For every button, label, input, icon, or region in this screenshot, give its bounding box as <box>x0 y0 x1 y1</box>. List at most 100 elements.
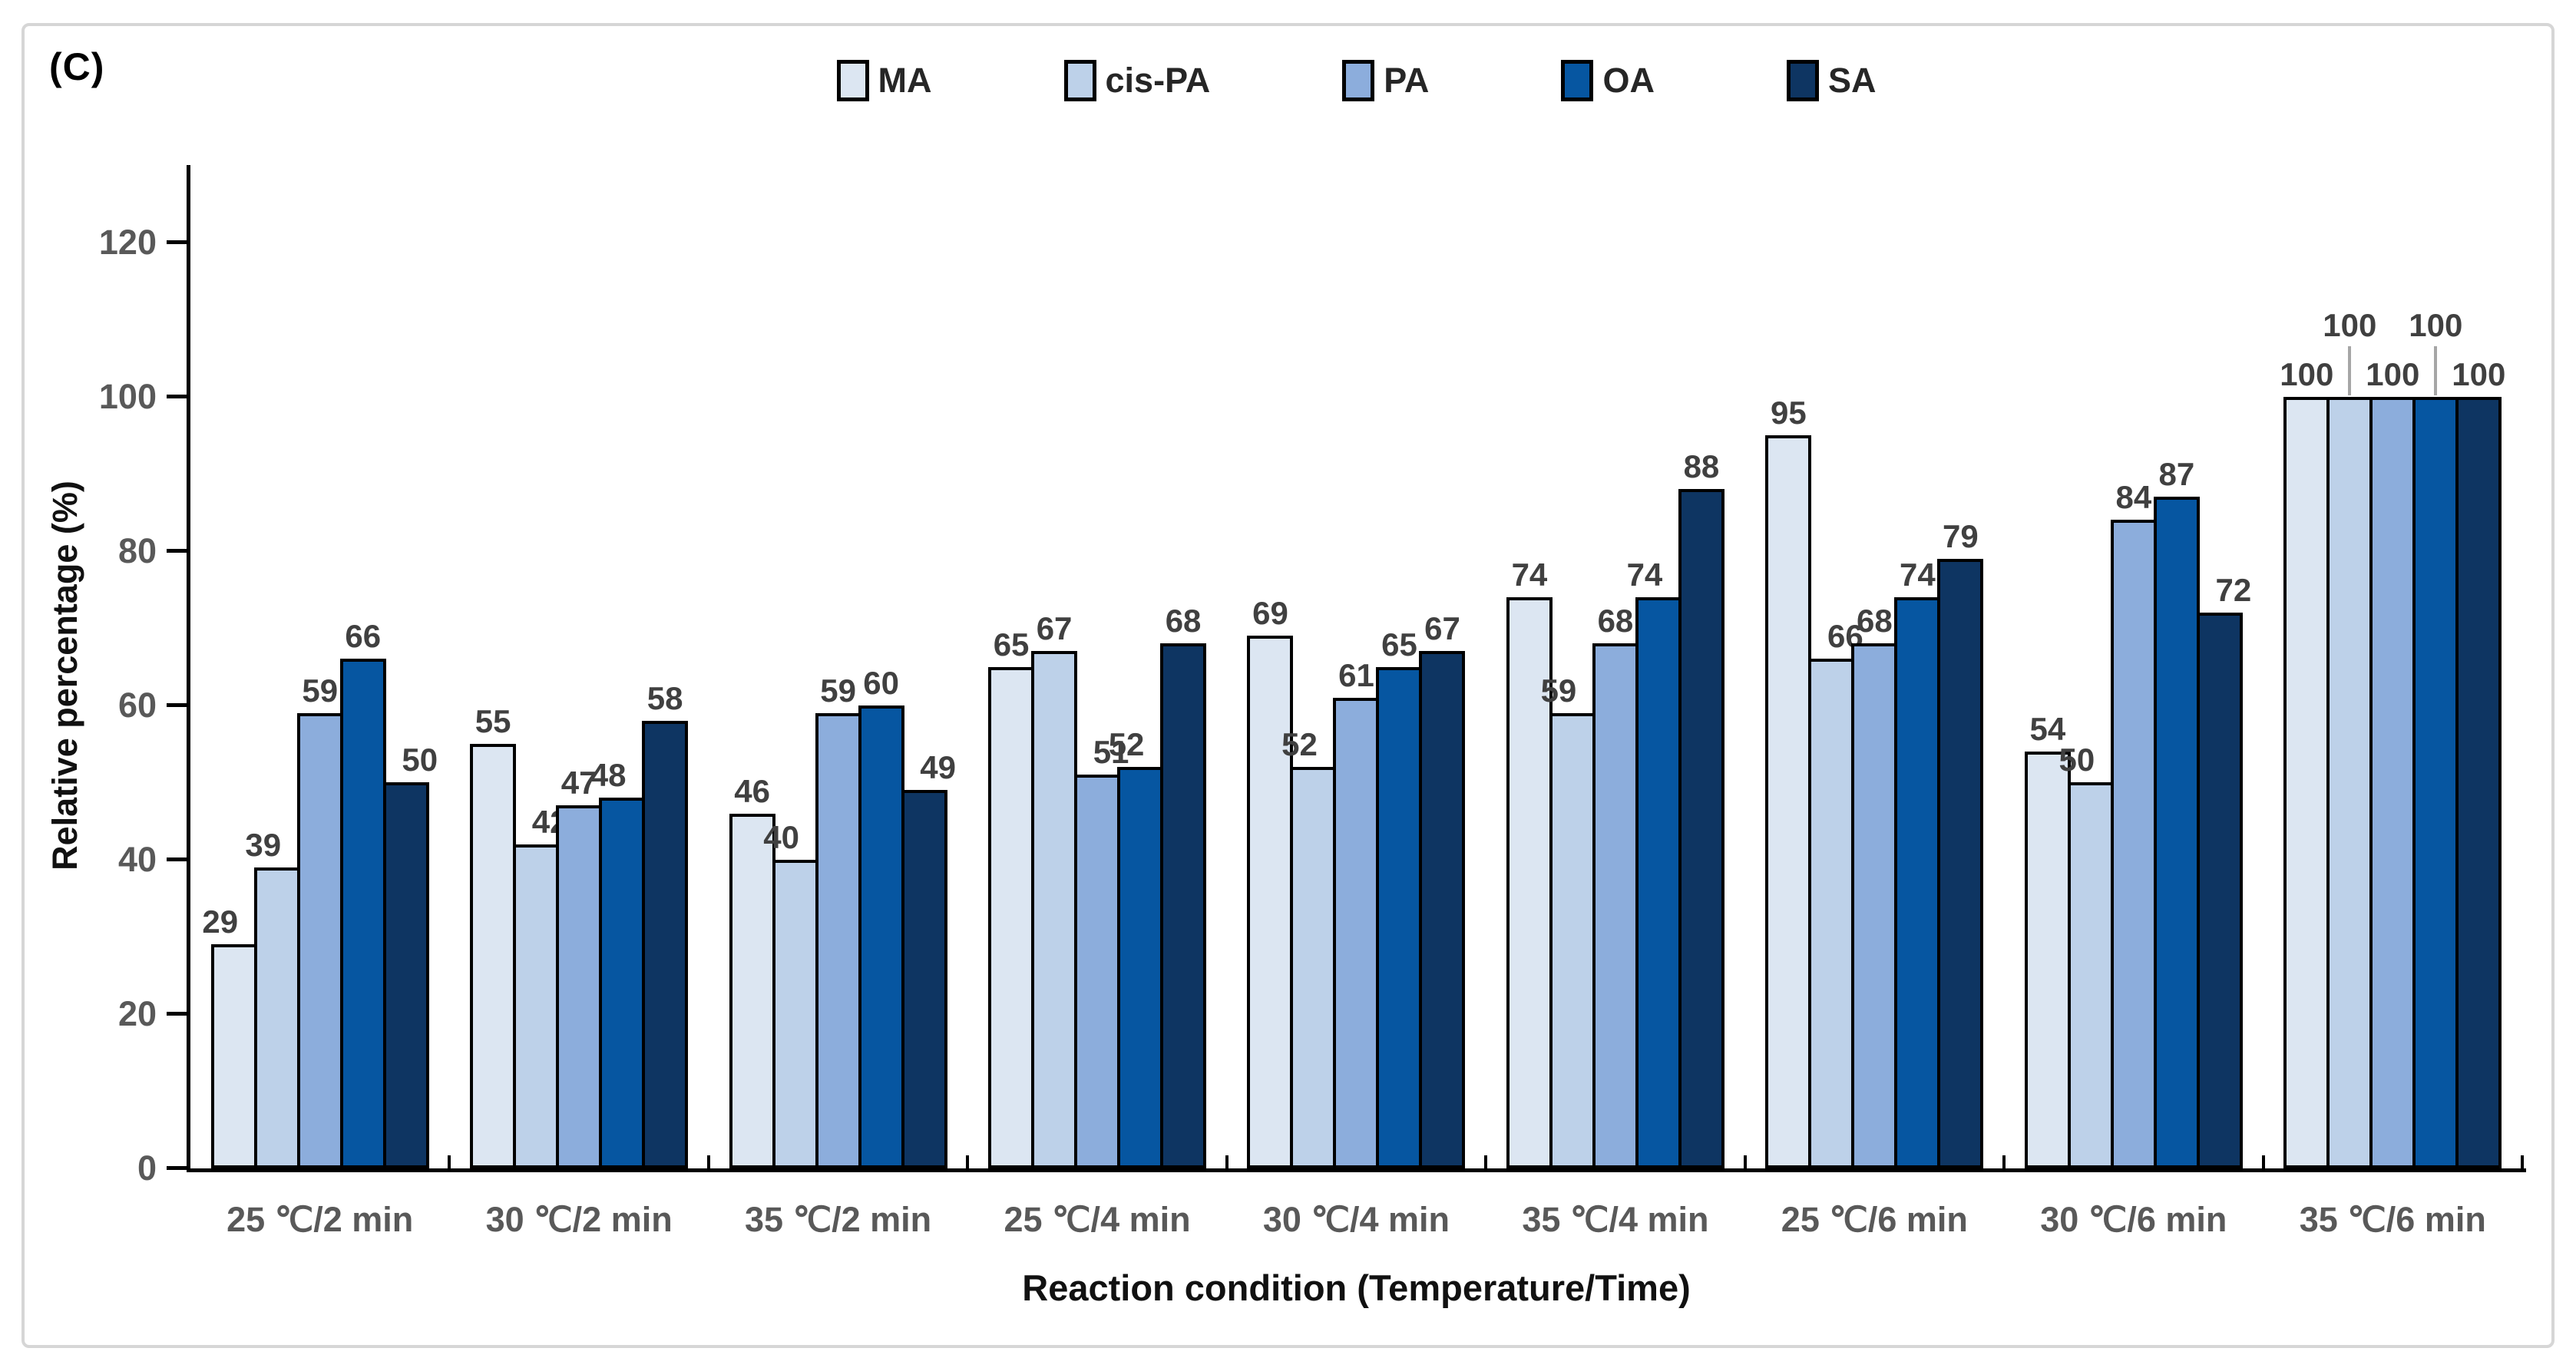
bar-MA-35-4-min: 74 <box>1506 559 1553 1168</box>
value-label-PA-25-4-min: 51 <box>1093 734 1129 771</box>
value-label-MA-30-2-min: 55 <box>475 703 511 740</box>
bar-cis-PA-35-6-min: 100 <box>2323 309 2376 1168</box>
bar-cis-PA-25-4-min: 67 <box>1031 613 1078 1168</box>
x-boundary-tick-7 <box>2002 1155 2006 1168</box>
bar-SA-25-4-min: 68 <box>1160 605 1207 1168</box>
x-boundary-tick-9 <box>2521 1155 2524 1168</box>
bar-PA-30-4-min: 61 <box>1333 659 1380 1168</box>
x-category-label-25-4-min: 25 ℃/4 min <box>1004 1200 1191 1239</box>
x-boundary-tick-2 <box>706 1155 710 1168</box>
value-label-SA-25-2-min: 50 <box>402 742 438 778</box>
value-label-PA-35-4-min: 68 <box>1597 603 1634 639</box>
y-tick-100 <box>167 394 187 398</box>
value-label-PA-30-4-min: 61 <box>1338 656 1374 693</box>
value-label-OA-30-6-min: 87 <box>2158 456 2195 493</box>
bar-PA-35-4-min: 68 <box>1592 605 1639 1168</box>
y-tick-label-100: 100 <box>98 376 157 416</box>
label-leader-line <box>2434 345 2438 395</box>
value-label-MA-35-2-min: 46 <box>734 772 770 809</box>
bar-group-35-4-min: 74 59 68 74 88 <box>1486 165 1744 1168</box>
y-tick-label-20: 20 <box>117 993 157 1033</box>
value-label-OA-35-4-min: 74 <box>1626 557 1663 593</box>
x-boundary-tick-4 <box>1225 1155 1228 1168</box>
bar-cis-PA-25-6-min: 66 <box>1808 620 1863 1168</box>
x-category-label-30-6-min: 30 ℃/6 min <box>2040 1200 2227 1239</box>
bar-SA-25-2-min: 50 <box>382 744 438 1168</box>
x-boundary-tick-6 <box>1743 1155 1747 1168</box>
x-axis-title: Reaction condition (Temperature/Time) <box>1022 1267 1691 1308</box>
bars-row-35-6-min: 100 100 100 100 100 <box>2264 165 2522 1168</box>
bar-group-30-4-min: 69 52 61 65 67 <box>1227 165 1486 1168</box>
value-label-MA-35-4-min: 74 <box>1511 557 1548 593</box>
bar-SA-30-6-min: 72 <box>2196 574 2251 1168</box>
x-category-label-35-4-min: 35 ℃/4 min <box>1522 1200 1709 1239</box>
bar-SA-35-4-min: 88 <box>1678 451 1724 1168</box>
x-category-label-25-2-min: 25 ℃/2 min <box>227 1200 414 1239</box>
value-label-MA-30-4-min: 69 <box>1252 595 1288 632</box>
bar-MA-30-6-min: 54 <box>2024 713 2071 1168</box>
bar-MA-35-2-min: 46 <box>729 775 775 1168</box>
value-label-SA-35-4-min: 88 <box>1683 448 1720 485</box>
y-tick-20 <box>167 1011 187 1016</box>
value-label-OA-25-6-min: 74 <box>1900 557 1936 593</box>
bar-SA-35-2-min: 49 <box>901 752 956 1168</box>
bars-row-25-6-min: 95 66 68 74 79 <box>1745 165 2004 1168</box>
bar-OA-30-2-min: 48 <box>590 759 646 1168</box>
y-tick-label-80: 80 <box>117 530 157 570</box>
y-tick-0 <box>167 1166 187 1170</box>
value-label-MA-25-4-min: 65 <box>993 626 1030 663</box>
bar-SA-30-4-min: 67 <box>1419 613 1466 1168</box>
bar-OA-35-2-min: 60 <box>858 666 904 1168</box>
bar-cis-PA-35-4-min: 59 <box>1541 674 1596 1168</box>
bar-cis-PA-30-6-min: 50 <box>2058 744 2114 1168</box>
value-label-SA-30-4-min: 67 <box>1424 610 1460 647</box>
value-label-cis-PA-30-4-min: 52 <box>1281 726 1318 763</box>
value-label-OA-30-2-min: 48 <box>590 757 627 794</box>
bar-cis-PA-30-2-min: 42 <box>513 805 568 1168</box>
value-label-PA-25-2-min: 59 <box>302 672 339 709</box>
bar-OA-30-4-min: 65 <box>1376 628 1423 1168</box>
x-boundary-tick-5 <box>1484 1155 1488 1168</box>
value-label-MA-25-2-min: 29 <box>202 904 239 940</box>
value-label-SA-25-6-min: 79 <box>1943 517 1979 554</box>
value-label-cis-PA-35-2-min: 40 <box>763 818 799 855</box>
y-tick-120 <box>167 240 187 244</box>
bar-OA-30-6-min: 87 <box>2153 458 2200 1168</box>
bar-PA-25-2-min: 59 <box>296 674 343 1168</box>
x-boundary-tick-1 <box>448 1155 451 1168</box>
bar-PA-35-6-min: 100 <box>2366 358 2419 1168</box>
legend-swatch-cis-PA <box>1063 60 1096 101</box>
bars-row-30-6-min: 54 50 84 87 72 <box>2004 165 2263 1168</box>
value-label-MA-25-6-min: 95 <box>1771 394 1807 431</box>
label-leader-line <box>2348 345 2352 395</box>
legend-item-SA: SA <box>1786 60 1877 101</box>
bar-SA-30-2-min: 58 <box>642 682 689 1168</box>
x-category-label-35-6-min: 35 ℃/6 min <box>2299 1200 2486 1239</box>
figure-frame: (C) MA cis-PA PA OA SA Relative percentage (… <box>21 23 2555 1348</box>
legend-item-PA: PA <box>1342 60 1429 101</box>
bar-MA-25-2-min: 29 <box>202 906 257 1168</box>
value-label-SA-30-2-min: 58 <box>646 679 683 716</box>
value-label-cis-PA-35-4-min: 59 <box>1540 672 1577 709</box>
bars-row-30-2-min: 55 42 47 48 58 <box>449 165 708 1168</box>
legend-item-MA: MA <box>836 60 932 101</box>
y-tick-40 <box>167 857 187 861</box>
value-label-OA-25-4-min: 52 <box>1108 726 1145 763</box>
value-label-SA-35-6-min: 100 <box>2452 355 2506 392</box>
value-label-PA-30-6-min: 84 <box>2115 479 2152 516</box>
bars-row-25-2-min: 29 39 59 66 50 <box>190 165 449 1168</box>
bar-SA-35-6-min: 100 <box>2452 358 2505 1168</box>
legend-swatch-OA <box>1561 60 1594 101</box>
bar-MA-25-6-min: 95 <box>1765 396 1812 1168</box>
bar-PA-25-4-min: 51 <box>1074 736 1129 1168</box>
bars-row-25-4-min: 65 67 51 52 68 <box>967 165 1226 1168</box>
value-label-cis-PA-25-4-min: 67 <box>1036 610 1073 647</box>
value-label-OA-35-2-min: 60 <box>863 664 899 701</box>
bar-MA-35-6-min: 100 <box>2280 358 2333 1168</box>
x-boundary-tick-8 <box>2261 1155 2265 1168</box>
bar-group-25-4-min: 65 67 51 52 68 <box>967 165 1226 1168</box>
x-category-label-30-2-min: 30 ℃/2 min <box>485 1200 673 1239</box>
legend-label-SA: SA <box>1827 61 1877 100</box>
value-label-PA-30-2-min: 47 <box>561 765 597 801</box>
y-tick-80 <box>167 548 187 553</box>
